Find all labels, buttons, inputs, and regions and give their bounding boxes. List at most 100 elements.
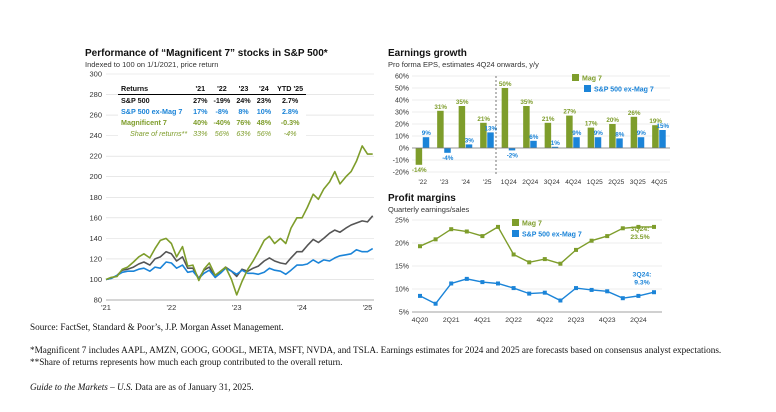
bar-data-label: 9% (594, 130, 604, 137)
bar-data-label: -14% (412, 167, 427, 174)
y-tick-label: 140 (89, 234, 102, 243)
legend-swatch-sp-ex (512, 230, 519, 237)
data-point-s-p-500-ex-mag-7 (527, 291, 532, 296)
x-tick-label: 4Q24 (565, 179, 581, 186)
y-tick-label: 120 (89, 254, 102, 263)
data-point-mag-7 (449, 227, 454, 232)
bar-data-label: 27% (563, 109, 576, 116)
returns-table-box: Returns '21 '22 '23 '24 YTD '25 S&P 500 … (118, 83, 307, 139)
data-point-mag-7 (542, 257, 547, 262)
data-point-s-p-500-ex-mag-7 (418, 293, 422, 298)
bar-s-p-500-ex-mag-7 (422, 137, 430, 148)
returns-cell: -40% (213, 118, 231, 127)
margins-chart-title: Profit margins (388, 193, 456, 204)
annotation-sp-ex-value: 9.3% (634, 280, 650, 287)
bar-data-label: 26% (628, 110, 641, 117)
bar-s-p-500-ex-mag-7 (659, 130, 666, 148)
bar-data-label: 21% (477, 116, 490, 123)
bar-s-p-500-ex-mag-7 (465, 144, 473, 148)
data-point-mag-7 (574, 247, 578, 252)
y-tick-label: 5% (399, 310, 409, 317)
returns-header-label: Returns (118, 83, 191, 95)
returns-cell: 2.7% (281, 96, 299, 105)
bar-s-p-500-ex-mag-7 (508, 148, 516, 151)
returns-row-share: Share of returns** 33% 56% 63% 56% -4% (118, 128, 306, 139)
returns-header-23: '23 (233, 83, 254, 95)
x-tick-label: 1Q25 (587, 179, 603, 186)
returns-table: Returns '21 '22 '23 '24 YTD '25 S&P 500 … (118, 83, 307, 139)
annotation-sp-ex: 3Q24: (633, 272, 652, 279)
returns-cell: 2.8% (281, 107, 299, 116)
legend-swatch-mag7 (512, 219, 519, 226)
x-tick-label: '21 (101, 303, 111, 312)
y-tick-label: 280 (89, 90, 102, 99)
bar-data-label: 35% (520, 99, 533, 106)
x-tick-label: 4Q21 (474, 317, 491, 324)
y-tick-label: 15% (395, 264, 409, 271)
data-point-s-p-500-ex-mag-7 (496, 281, 500, 286)
data-point-mag-7 (652, 224, 656, 229)
legend-label-sp-ex: S&P 500 ex-Mag 7 (594, 87, 654, 94)
data-point-s-p-500-ex-mag-7 (574, 286, 578, 291)
returns-cell: 23% (256, 96, 272, 105)
y-tick-label: 200 (89, 172, 102, 181)
x-tick-label: 3Q24 (544, 179, 560, 186)
bar-s-p-500-ex-mag-7 (530, 140, 537, 148)
returns-cell: 17% (193, 107, 208, 116)
bar-data-label: 17% (585, 121, 598, 128)
data-point-s-p-500-ex-mag-7 (511, 286, 516, 291)
data-point-mag-7 (496, 224, 500, 229)
y-tick-label: -10% (393, 158, 409, 165)
x-tick-label: 4Q23 (599, 317, 616, 324)
bar-data-label: 35% (456, 99, 469, 106)
legend-label-mag7: Mag 7 (582, 76, 602, 83)
y-tick-label: -20% (393, 170, 409, 177)
legend-label-mag7: Mag 7 (522, 221, 542, 228)
data-point-mag-7 (620, 226, 625, 231)
returns-cell: 8% (238, 107, 249, 116)
returns-row-label: Share of returns** (130, 129, 188, 138)
data-point-s-p-500-ex-mag-7 (620, 296, 625, 301)
bar-s-p-500-ex-mag-7 (551, 146, 559, 148)
x-tick-label: 2Q21 (443, 317, 460, 324)
bar-mag-7 (415, 148, 423, 165)
bar-data-label: 13% (484, 125, 497, 132)
x-tick-label: '25 (363, 303, 373, 312)
y-tick-label: 10% (395, 134, 409, 141)
y-tick-label: 30% (395, 110, 409, 117)
data-point-mag-7 (464, 229, 469, 234)
bar-data-label: -4% (442, 155, 454, 162)
y-tick-label: 25% (395, 218, 409, 225)
y-tick-label: 20% (395, 241, 409, 248)
bar-data-label: 50% (499, 81, 512, 88)
bar-mag-7 (437, 110, 444, 148)
y-tick-label: 240 (89, 131, 102, 140)
margins-chart-subtitle: Quarterly earnings/sales (388, 205, 470, 214)
y-tick-label: 160 (89, 213, 102, 222)
y-tick-label: 60% (395, 74, 409, 81)
returns-row-label: Magnificent 7 (121, 118, 167, 127)
annotation-mag7-value: 23.5% (630, 234, 649, 241)
x-tick-label: '24 (297, 303, 307, 312)
returns-header-ytd25: YTD '25 (274, 83, 307, 95)
bar-data-label: 6% (529, 134, 539, 141)
returns-row-sp-ex-mag7: S&P 500 ex-Mag 7 17% -8% 8% 10% 2.8% (118, 106, 306, 117)
bar-data-label: 3% (465, 137, 475, 144)
bar-mag-7 (523, 106, 530, 148)
y-tick-label: 20% (395, 122, 409, 129)
source-note: Source: FactSet, Standard & Poor’s, J.P.… (30, 322, 284, 332)
bar-data-label: 31% (434, 104, 447, 111)
bar-data-label: -2% (507, 152, 519, 159)
x-tick-label: 1Q24 (501, 179, 517, 186)
x-tick-label: 4Q25 (651, 179, 667, 186)
x-tick-label: 3Q25 (630, 179, 646, 186)
bar-mag-7 (566, 115, 573, 148)
y-tick-label: 80 (94, 296, 102, 305)
y-tick-label: 10% (395, 287, 409, 294)
x-tick-label: '24 (462, 179, 471, 186)
bar-s-p-500-ex-mag-7 (637, 137, 645, 148)
returns-cell: 27% (193, 96, 208, 105)
returns-cell: -8% (215, 107, 229, 116)
x-tick-label: 2Q22 (505, 317, 522, 324)
bar-data-label: 9% (422, 130, 432, 137)
